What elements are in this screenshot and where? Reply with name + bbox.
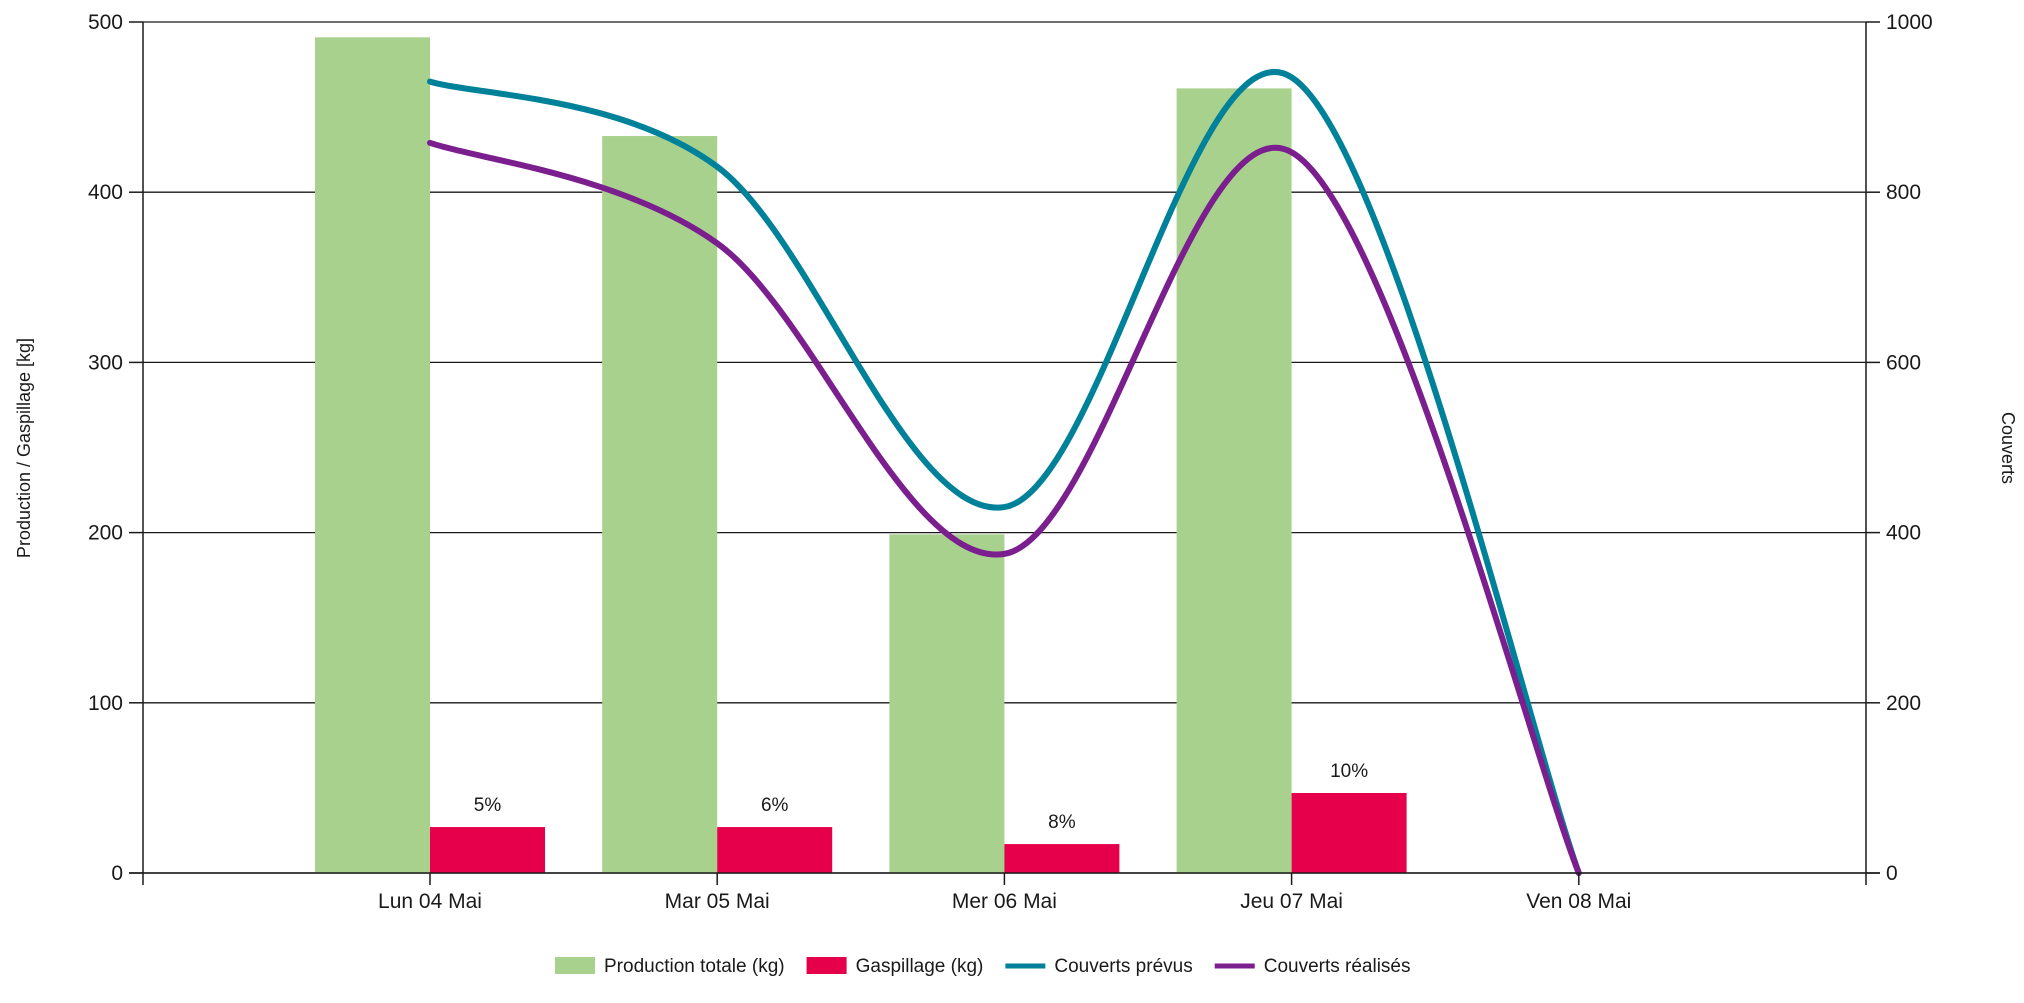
right-tick-label: 0 — [1886, 862, 1898, 885]
x-tick-label-mar-05-mai: Mar 05 Mai — [665, 890, 770, 913]
legend-item-production-totale-kg: Production totale (kg) — [555, 956, 785, 977]
left-axis-title: Production / Gaspillage [kg] — [14, 338, 34, 558]
axes: 0 100 200 300 400 500 0 200 400 600 800 1000 Product… — [14, 11, 2018, 913]
bar-gaspillage-kg-2 — [1004, 844, 1120, 873]
right-axis-title: Couverts — [1998, 412, 2018, 484]
right-tick-label: 400 — [1886, 522, 1921, 545]
left-tick-label: 100 — [88, 692, 123, 715]
x-tick-label-ven-08-mai: Ven 08 Mai — [1526, 890, 1631, 913]
bar-production-totale-kg-1 — [602, 136, 718, 873]
legend-item-couverts-pr-vus: Couverts prévus — [1005, 956, 1193, 977]
bar-gaspillage-kg-0 — [430, 827, 545, 873]
legend-item-gaspillage-kg: Gaspillage (kg) — [806, 956, 984, 977]
left-tick-label: 200 — [88, 522, 123, 545]
data-label-gaspillage-kg-3: 10% — [1330, 761, 1368, 782]
x-tick-label-mer-06-mai: Mer 06 Mai — [952, 890, 1057, 913]
left-tick-label: 0 — [111, 862, 123, 885]
bar-gaspillage-kg-3 — [1291, 793, 1407, 873]
bar-gaspillage-kg-1 — [717, 827, 833, 873]
legend-label-couverts-pr-vus: Couverts prévus — [1054, 956, 1192, 977]
right-tick-label: 600 — [1886, 351, 1921, 374]
data-label-gaspillage-kg-1: 6% — [761, 795, 789, 816]
data-label-gaspillage-kg-0: 5% — [474, 795, 502, 816]
x-tick-label-lun-04-mai: Lun 04 Mai — [378, 890, 482, 913]
right-tick-label: 800 — [1886, 181, 1921, 204]
bar-production-totale-kg-2 — [889, 534, 1005, 873]
line-couverts-pr-vus — [427, 69, 1582, 876]
left-tick-label: 500 — [88, 11, 123, 34]
right-tick-label: 1000 — [1886, 11, 1933, 34]
legend-item-couverts-r-alis-s: Couverts réalisés — [1214, 956, 1411, 977]
legend: Production totale (kg) Gaspillage (kg) Cou… — [555, 956, 1411, 977]
bars — [315, 37, 1407, 874]
legend-swatch-gaspillage-kg — [806, 957, 847, 974]
data-labels: 5% 6% 8% 10% — [474, 761, 1368, 833]
left-tick-label: 300 — [88, 351, 123, 374]
left-tick-label: 400 — [88, 181, 123, 204]
bar-production-totale-kg-0 — [315, 37, 430, 874]
right-tick-label: 200 — [1886, 692, 1921, 715]
bar-production-totale-kg-3 — [1176, 88, 1292, 874]
legend-label-couverts-r-alis-s: Couverts réalisés — [1264, 956, 1411, 977]
legend-swatch-production-totale-kg — [555, 957, 595, 974]
x-tick-label-jeu-07-mai: Jeu 07 Mai — [1240, 890, 1343, 913]
legend-label-gaspillage-kg: Gaspillage (kg) — [856, 956, 984, 977]
legend-label-production-totale-kg: Production totale (kg) — [604, 956, 785, 977]
line-couverts-r-alis-s — [427, 139, 1582, 876]
data-label-gaspillage-kg-2: 8% — [1048, 812, 1076, 833]
lines — [427, 69, 1582, 876]
